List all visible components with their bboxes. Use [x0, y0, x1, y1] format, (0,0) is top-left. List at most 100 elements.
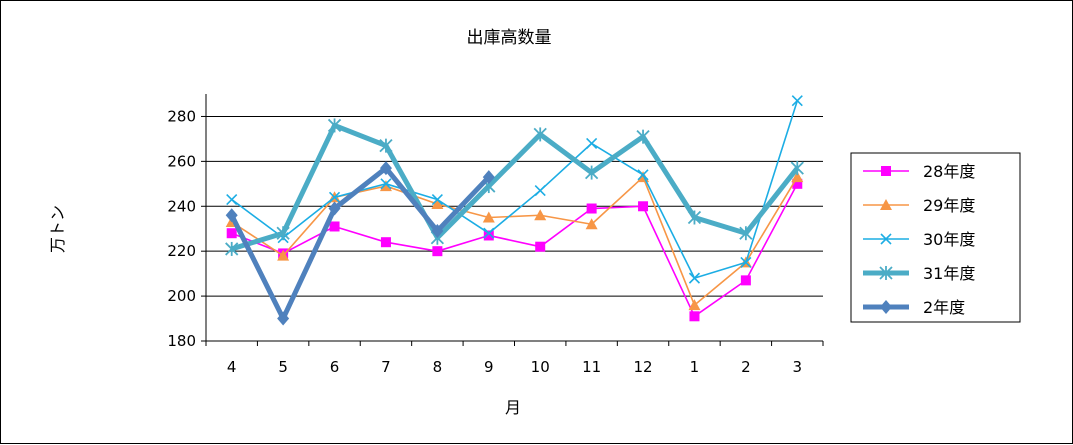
data-point — [329, 221, 340, 232]
legend-entry: 28年度 — [863, 162, 975, 181]
data-point — [791, 95, 803, 107]
marker-stroke — [880, 233, 892, 245]
data-point — [432, 246, 443, 257]
data-point — [380, 237, 391, 248]
data-point — [380, 178, 392, 190]
x-tick-label: 1 — [690, 358, 700, 376]
legend-box — [850, 152, 1021, 323]
legend-entry: 29年度 — [863, 196, 975, 215]
legend-label: 29年度 — [923, 196, 975, 215]
data-point — [225, 241, 239, 256]
series-4 — [225, 161, 495, 326]
marker-stroke — [791, 95, 803, 107]
data-point — [276, 226, 290, 241]
data-point — [431, 223, 444, 238]
x-tick-label: 5 — [278, 358, 288, 376]
marker-stroke — [534, 184, 546, 197]
legend-marker — [880, 199, 892, 210]
legend-label: 31年度 — [923, 264, 975, 283]
x-tick-label: 11 — [582, 358, 601, 376]
x-tick-label: 7 — [381, 358, 391, 376]
series-layer — [225, 95, 804, 326]
legend-label: 2年度 — [923, 298, 965, 317]
data-point — [636, 129, 650, 144]
legend-entry: 30年度 — [863, 230, 975, 249]
data-point — [637, 169, 649, 181]
x-tick-label: 6 — [330, 358, 340, 376]
data-point — [739, 226, 753, 241]
x-tick-label: 9 — [484, 358, 494, 376]
legend-entry: 2年度 — [863, 298, 965, 317]
data-point — [431, 193, 443, 206]
data-point — [482, 170, 495, 185]
data-point — [535, 241, 546, 252]
data-point — [482, 211, 495, 223]
marker-stroke — [688, 272, 701, 284]
data-point — [534, 209, 547, 221]
marker-stroke — [637, 169, 649, 181]
data-point — [585, 218, 598, 230]
x-tick-label: 2 — [741, 358, 751, 376]
data-point — [687, 210, 702, 225]
data-point — [379, 138, 393, 153]
marker-stroke — [483, 227, 495, 239]
marker-stroke — [586, 137, 598, 149]
legend-marker — [881, 166, 891, 176]
marker-stroke — [380, 178, 392, 190]
data-point — [688, 272, 701, 284]
y-tick-label: 180 — [167, 332, 196, 350]
series-line — [230, 122, 800, 252]
data-point — [688, 299, 701, 311]
legend-label: 28年度 — [923, 162, 975, 181]
data-point — [328, 191, 341, 203]
data-point — [328, 201, 341, 216]
data-point — [740, 275, 751, 286]
marker-stroke — [740, 256, 752, 268]
data-point — [483, 230, 494, 241]
marker-stroke — [431, 193, 443, 206]
data-point — [379, 161, 392, 176]
data-point — [790, 161, 804, 176]
y-tick-label: 260 — [167, 152, 196, 170]
legend-marker — [880, 300, 892, 314]
data-point — [327, 118, 342, 133]
data-point — [277, 249, 290, 261]
data-point — [586, 203, 597, 214]
legend-entry: 31年度 — [863, 264, 975, 283]
x-tick-label: 3 — [793, 358, 803, 376]
series-2 — [226, 95, 803, 284]
data-point — [689, 311, 700, 322]
x-axis-label: 月 — [505, 398, 521, 417]
data-point — [534, 184, 546, 197]
data-point — [740, 256, 752, 268]
series-line — [231, 100, 799, 279]
series-line — [229, 165, 491, 322]
legend-marker — [880, 233, 892, 245]
x-tick-label: 4 — [227, 358, 237, 376]
marker-stroke — [226, 193, 238, 206]
series-line — [231, 176, 798, 306]
data-point — [792, 178, 803, 189]
data-point — [638, 201, 649, 212]
data-point — [277, 311, 290, 326]
data-point — [586, 137, 598, 149]
data-point — [533, 127, 547, 142]
data-point — [379, 180, 392, 192]
data-point — [431, 198, 444, 210]
data-point — [225, 208, 238, 223]
data-point — [226, 193, 238, 206]
data-point — [226, 228, 237, 239]
x-tick-label: 10 — [531, 358, 550, 376]
x-tick-label: 12 — [633, 358, 652, 376]
legend-marker — [879, 266, 893, 280]
marker-stroke — [328, 191, 341, 203]
chart-title: 出庫高数量 — [467, 28, 552, 48]
y-tick-label: 240 — [167, 197, 196, 215]
series-3 — [225, 118, 804, 256]
y-tick-label: 280 — [167, 107, 196, 125]
data-point — [584, 165, 599, 180]
data-point — [791, 171, 804, 183]
grid-layer — [206, 115, 823, 297]
